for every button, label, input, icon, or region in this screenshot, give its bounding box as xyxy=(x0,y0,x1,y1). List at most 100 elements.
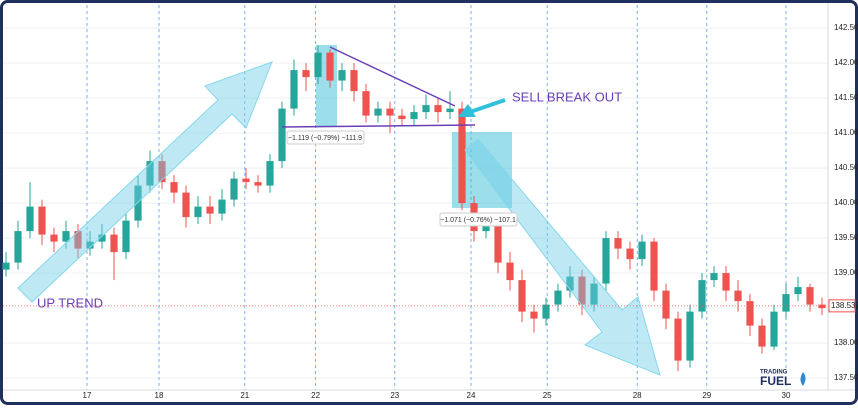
trend-line xyxy=(329,46,456,107)
candle-body xyxy=(146,161,154,186)
candle-body xyxy=(254,182,262,186)
candle-body xyxy=(74,231,82,249)
candle-body xyxy=(122,220,130,253)
candle-body xyxy=(86,241,94,249)
candle-body xyxy=(674,318,682,361)
candle-body xyxy=(698,280,706,312)
candle-body xyxy=(806,287,814,305)
x-tick-label: 25 xyxy=(543,391,552,400)
candle-body xyxy=(50,234,58,242)
last-price-label: 138.532 xyxy=(831,301,858,310)
y-tick-label: 137.500 xyxy=(834,373,858,382)
measure-label-box xyxy=(439,212,518,227)
y-tick-label: 140.500 xyxy=(834,163,858,172)
y-tick-label: 139.000 xyxy=(834,268,858,277)
y-tick-label: 141.000 xyxy=(834,128,858,137)
brand-small: TRADING xyxy=(760,370,788,376)
candle-body xyxy=(554,290,562,305)
candle-body xyxy=(710,273,718,281)
candle-body xyxy=(530,311,538,319)
measure-label: −1.119 (−0.79%) −111.9 xyxy=(288,135,362,142)
y-tick-label: 141.500 xyxy=(834,93,858,102)
candle-body xyxy=(422,105,430,113)
candle-body xyxy=(566,276,574,291)
pointer-arrow xyxy=(469,98,506,114)
candle-body xyxy=(158,161,166,183)
candle-body xyxy=(170,182,178,193)
y-tick-label: 142.000 xyxy=(834,58,858,67)
candle-body xyxy=(542,304,550,319)
candle-body xyxy=(746,301,754,326)
candle-body xyxy=(110,234,118,253)
candle-body xyxy=(734,290,742,302)
candle-body xyxy=(506,262,514,281)
candle-body xyxy=(338,70,346,81)
candle-body xyxy=(218,199,226,214)
candle-body xyxy=(206,206,214,214)
x-tick-label: 29 xyxy=(702,391,711,400)
candle-body xyxy=(614,238,622,249)
x-tick-label: 17 xyxy=(83,391,92,400)
brand-drop xyxy=(800,372,806,386)
measure-label: −1.071 (−0.76%) −107.1 xyxy=(440,217,516,224)
candle-body xyxy=(326,52,334,81)
y-tick-label: 140.000 xyxy=(834,198,858,207)
candle-body xyxy=(770,311,778,347)
candle-body xyxy=(578,276,586,305)
candle-body xyxy=(350,70,358,92)
x-tick-label: 21 xyxy=(240,391,249,400)
candles xyxy=(2,45,826,372)
candle-body xyxy=(362,91,370,116)
candle-body xyxy=(2,262,10,270)
candle-body xyxy=(38,206,46,235)
down-arrow xyxy=(464,138,661,376)
x-tick-label: 24 xyxy=(467,391,476,400)
x-tick-label: 22 xyxy=(311,391,320,400)
candle-body xyxy=(590,283,598,305)
last-price-box xyxy=(828,299,856,313)
candle-body xyxy=(194,206,202,218)
up-arrow xyxy=(17,61,273,303)
y-tick-label: 142.500 xyxy=(834,23,858,32)
axes: 137.500138.000138.500139.000139.500140.0… xyxy=(3,23,858,400)
candle-body xyxy=(14,231,22,263)
y-tick-label: 139.500 xyxy=(834,233,858,242)
annotation: UP TREND xyxy=(37,295,103,310)
x-tick-label: 30 xyxy=(782,391,791,400)
candle-body xyxy=(650,241,658,291)
candle-body xyxy=(626,248,634,260)
candle-body xyxy=(794,287,802,295)
candle-body xyxy=(386,108,394,116)
candle-body xyxy=(686,311,694,361)
candle-body xyxy=(818,304,826,309)
measure-label-box xyxy=(286,130,365,145)
pointer-arrow-head xyxy=(458,104,476,117)
candle-body xyxy=(722,273,730,291)
candle-body xyxy=(782,294,790,312)
candle-body xyxy=(410,112,418,120)
x-tick-label: 28 xyxy=(633,391,642,400)
candle-body xyxy=(314,52,322,78)
candle-body xyxy=(182,192,190,218)
annotation: SELL BREAK OUT xyxy=(512,89,622,104)
y-tick-label: 138.000 xyxy=(834,338,858,347)
candle-body xyxy=(602,238,610,284)
candle-body xyxy=(434,105,442,113)
candle-body xyxy=(518,280,526,312)
candle-body xyxy=(290,70,298,109)
candle-body xyxy=(278,108,286,162)
candle-body xyxy=(134,185,142,221)
support-line xyxy=(281,124,476,128)
candle-body xyxy=(662,290,670,319)
candle-body xyxy=(242,178,250,183)
candle-body xyxy=(446,108,454,113)
candle-body xyxy=(26,206,34,232)
candle-body xyxy=(398,115,406,120)
candle-body xyxy=(638,241,646,260)
candle-body xyxy=(266,161,274,186)
x-tick-label: 18 xyxy=(155,391,164,400)
candle-body xyxy=(494,220,502,263)
candle-body xyxy=(62,231,70,242)
x-tick-label: 23 xyxy=(390,391,399,400)
